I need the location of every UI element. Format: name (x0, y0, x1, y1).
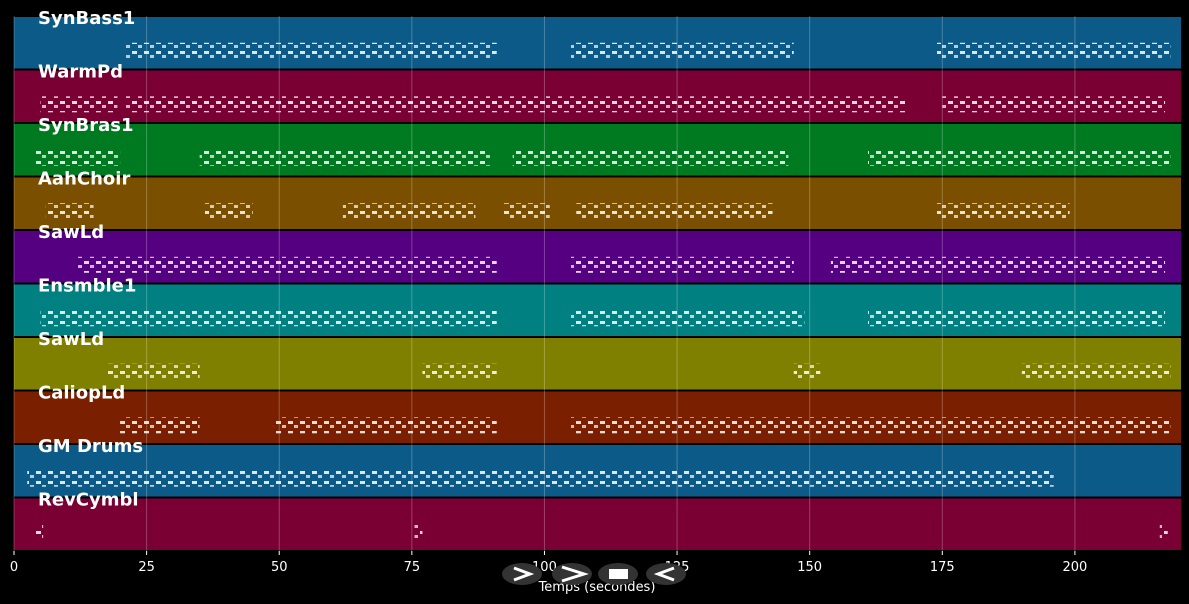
stop-button[interactable] (598, 563, 638, 585)
note-segment (570, 256, 794, 273)
note-segment (342, 203, 476, 220)
fast-forward-button[interactable] (552, 563, 592, 585)
note-segment (576, 203, 773, 220)
note-segment (1159, 524, 1168, 541)
note-segment (125, 42, 497, 59)
note-segment (120, 417, 200, 434)
note-segment (936, 203, 1070, 220)
x-tick-label: 200 (1062, 560, 1087, 575)
x-tick-label: 50 (271, 560, 288, 575)
track-name: SawLd (38, 222, 104, 243)
note-segment (942, 96, 1166, 113)
x-tick-label: 25 (138, 560, 155, 575)
track-name: SynBass1 (38, 8, 135, 29)
track-name: CaliopLd (38, 383, 125, 404)
x-tick-label: 175 (930, 560, 955, 575)
track-lane (14, 338, 1181, 390)
note-segment (35, 149, 121, 166)
x-tick-label: 0 (10, 560, 18, 575)
note-segment (27, 470, 1054, 487)
note-segment (570, 310, 794, 327)
note-segment (512, 149, 789, 166)
note-segment (936, 42, 1171, 59)
track-name: AahChoir (38, 169, 130, 190)
note-segment (40, 310, 497, 327)
note-segment (868, 149, 1171, 166)
note-segment (199, 149, 492, 166)
track-name: RevCymbl (38, 490, 139, 511)
note-segment (35, 524, 44, 541)
track-name: SynBras1 (38, 115, 134, 136)
play-button[interactable] (502, 563, 542, 585)
track-name: GM Drums (38, 436, 143, 457)
track-name: WarmPd (38, 62, 123, 83)
note-segment (45, 203, 94, 220)
note-segment (273, 417, 497, 434)
note-segment (125, 96, 906, 113)
note-segment (570, 42, 794, 59)
x-tick-label: 75 (404, 560, 421, 575)
note-segment (793, 310, 805, 327)
playback-controls (502, 563, 686, 585)
note-segment (830, 256, 1166, 273)
track-name: Ensmble1 (38, 276, 136, 297)
track-name: SawLd (38, 329, 104, 350)
note-segment (204, 203, 253, 220)
note-segment (868, 310, 1166, 327)
note-segment (570, 417, 1171, 434)
x-axis-label: Temps (secondes) (538, 580, 656, 595)
x-tick-label: 150 (797, 560, 822, 575)
track-lane (14, 498, 1181, 550)
note-segment (422, 363, 497, 380)
note-segment (502, 203, 550, 220)
note-segment (793, 363, 821, 380)
note-segment (106, 363, 200, 380)
note-segment (77, 256, 497, 273)
note-segment (414, 524, 423, 541)
rewind-button[interactable] (646, 563, 686, 585)
note-segment (1021, 363, 1171, 380)
note-segment (40, 96, 118, 113)
